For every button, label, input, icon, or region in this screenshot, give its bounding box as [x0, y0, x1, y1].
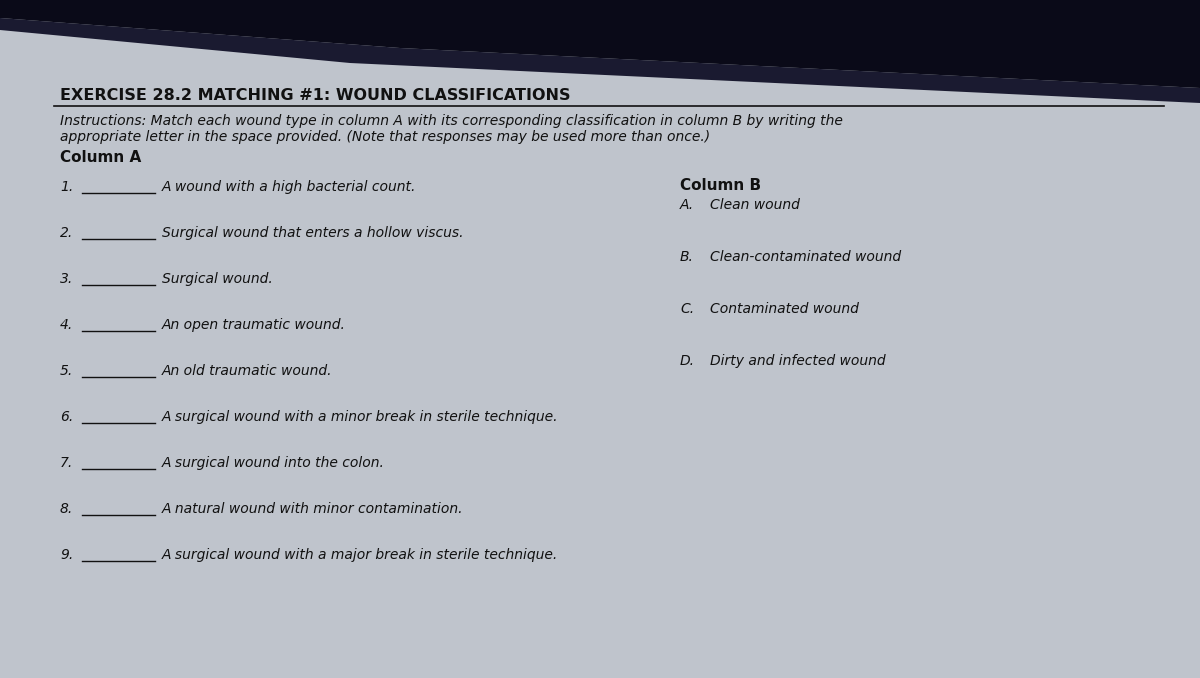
Polygon shape	[0, 0, 1200, 88]
Text: Instructions: Match each wound type in column A with its corresponding classific: Instructions: Match each wound type in c…	[60, 114, 842, 128]
Polygon shape	[0, 18, 1200, 103]
Text: 1.: 1.	[60, 180, 73, 194]
Text: C.: C.	[680, 302, 694, 316]
Text: Contaminated wound: Contaminated wound	[710, 302, 859, 316]
Text: 9.: 9.	[60, 548, 73, 562]
Text: Surgical wound.: Surgical wound.	[162, 272, 272, 286]
Text: A surgical wound into the colon.: A surgical wound into the colon.	[162, 456, 385, 470]
Text: Column B: Column B	[680, 178, 761, 193]
Text: A surgical wound with a major break in sterile technique.: A surgical wound with a major break in s…	[162, 548, 558, 562]
Text: A.: A.	[680, 198, 694, 212]
Text: 5.: 5.	[60, 364, 73, 378]
Text: 2.: 2.	[60, 226, 73, 240]
Text: A natural wound with minor contamination.: A natural wound with minor contamination…	[162, 502, 463, 516]
Text: EXERCISE 28.2 MATCHING #1: WOUND CLASSIFICATIONS: EXERCISE 28.2 MATCHING #1: WOUND CLASSIF…	[60, 88, 570, 103]
Text: 7.: 7.	[60, 456, 73, 470]
Text: A surgical wound with a minor break in sterile technique.: A surgical wound with a minor break in s…	[162, 410, 558, 424]
Text: B.: B.	[680, 250, 694, 264]
Text: 6.: 6.	[60, 410, 73, 424]
Text: Surgical wound that enters a hollow viscus.: Surgical wound that enters a hollow visc…	[162, 226, 463, 240]
Text: 3.: 3.	[60, 272, 73, 286]
Text: Clean-contaminated wound: Clean-contaminated wound	[710, 250, 901, 264]
Text: An old traumatic wound.: An old traumatic wound.	[162, 364, 332, 378]
Text: 4.: 4.	[60, 318, 73, 332]
Text: An open traumatic wound.: An open traumatic wound.	[162, 318, 346, 332]
Text: Clean wound: Clean wound	[710, 198, 800, 212]
Text: Column A: Column A	[60, 150, 142, 165]
Text: appropriate letter in the space provided. (Note that responses may be used more : appropriate letter in the space provided…	[60, 130, 710, 144]
Text: D.: D.	[680, 354, 695, 368]
Text: 8.: 8.	[60, 502, 73, 516]
Text: A wound with a high bacterial count.: A wound with a high bacterial count.	[162, 180, 416, 194]
Text: Dirty and infected wound: Dirty and infected wound	[710, 354, 886, 368]
